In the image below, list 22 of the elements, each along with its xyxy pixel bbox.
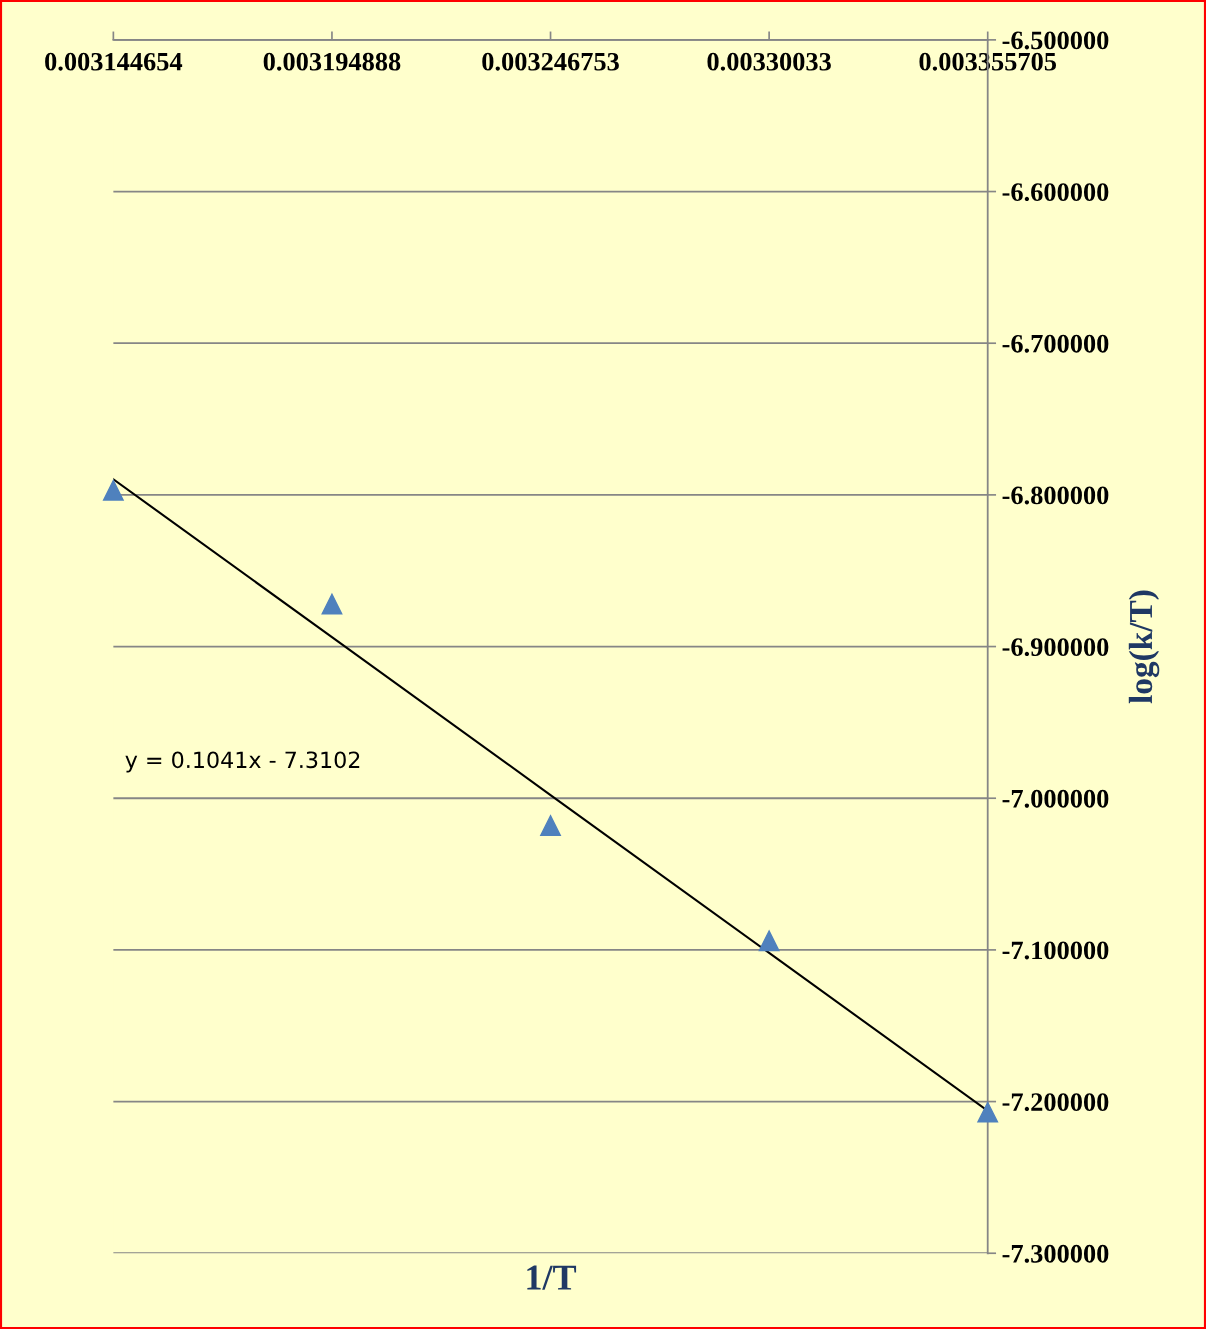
- y-tick-label: -6.900000: [1002, 638, 1109, 657]
- x-tick-label: 0.00330033: [707, 52, 831, 71]
- point: [540, 815, 561, 836]
- point: [758, 930, 780, 952]
- y-tick-label: -6.800000: [1002, 486, 1109, 505]
- y-tick-label: -6.500000: [1002, 31, 1109, 50]
- y-tick-label: -7.200000: [1002, 1093, 1109, 1112]
- x-tick-label: 0.003194888: [263, 52, 401, 71]
- point: [321, 593, 343, 615]
- y-tick-label: -6.600000: [1002, 183, 1109, 202]
- y-tick-label: -7.300000: [1002, 1244, 1109, 1263]
- y-tick-label: -7.000000: [1002, 789, 1109, 808]
- annotation: y = 0.1041x - 7.3102: [125, 751, 360, 773]
- x-tick-label: 0.003246753: [482, 52, 619, 71]
- y-axis-title: log(k/T): [1128, 590, 1160, 704]
- y-tick-label: -6.700000: [1002, 334, 1109, 353]
- point: [977, 1101, 999, 1123]
- x-axis-title: 1/T: [527, 1265, 577, 1290]
- x-tick-label: 0.003144654: [45, 52, 183, 71]
- point: [102, 479, 124, 501]
- y-tick-label: -7.100000: [1002, 941, 1109, 960]
- x-tick-label: 0.003355705: [919, 52, 1057, 71]
